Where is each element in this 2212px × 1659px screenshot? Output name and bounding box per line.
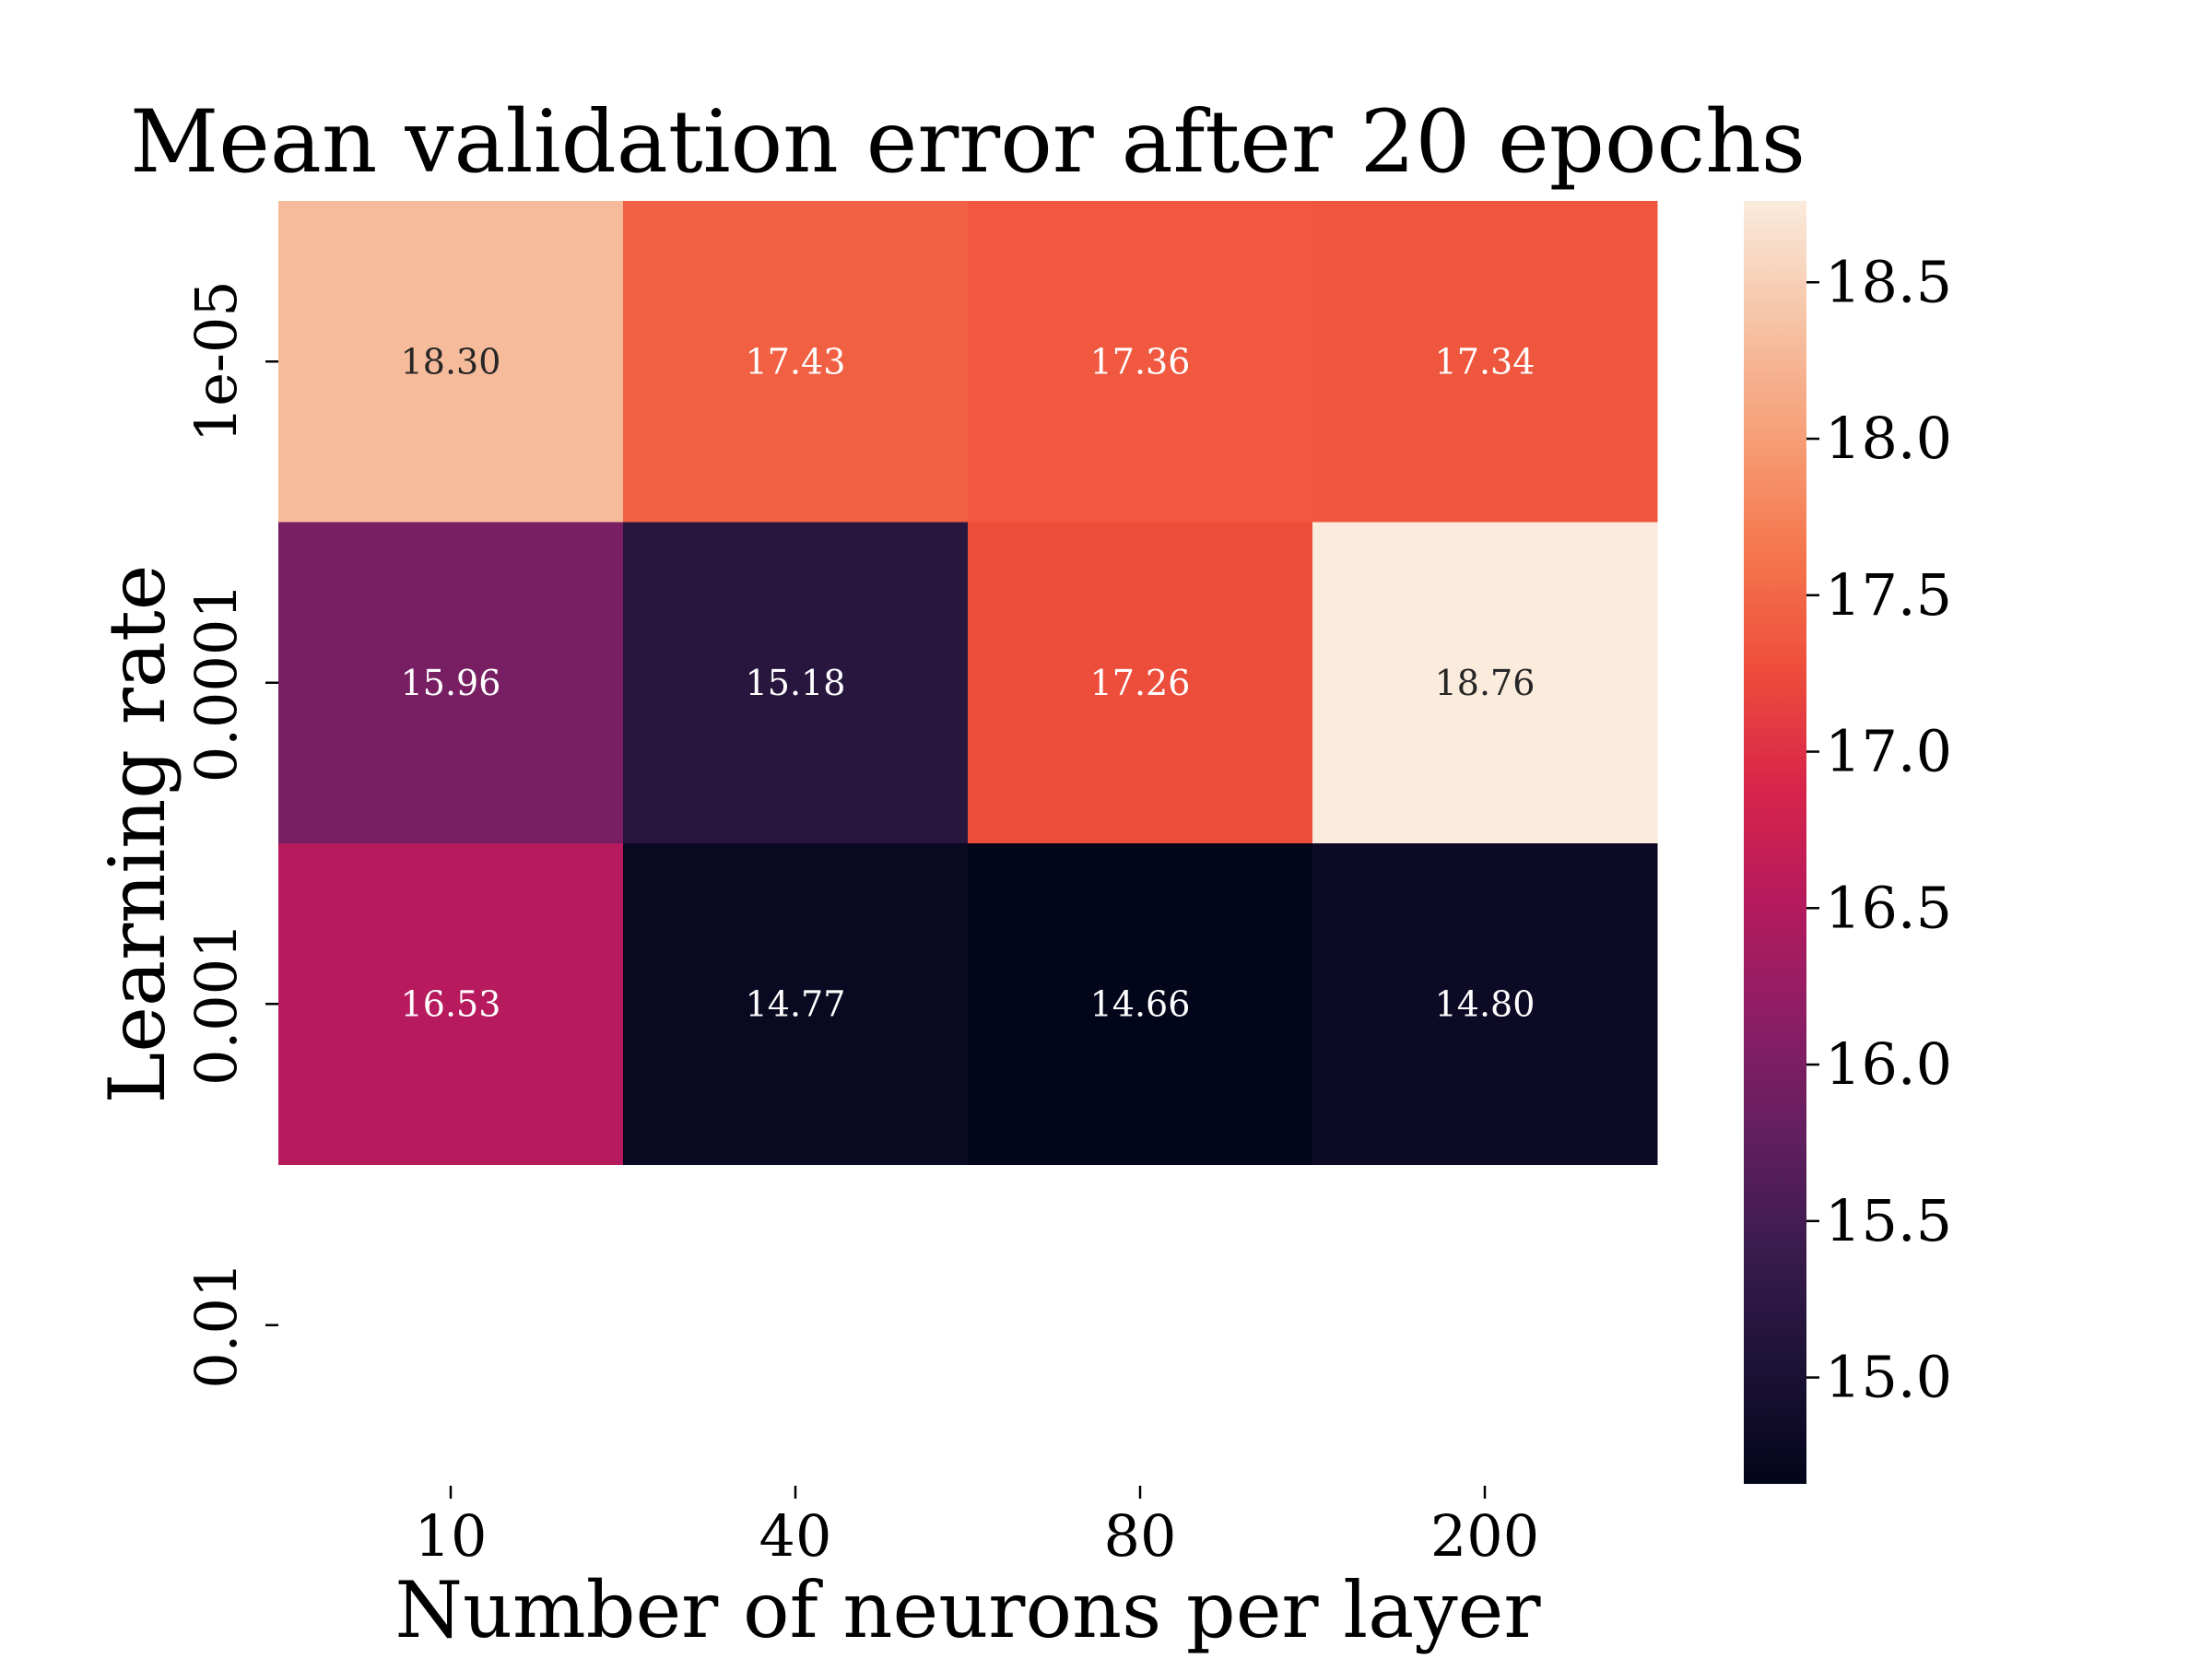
x-axis: 10 40 80 200 — [415, 1486, 1539, 1570]
colorbar — [1744, 201, 1806, 1484]
heatmap-cell — [623, 522, 969, 844]
heatmap-cell — [278, 843, 624, 1165]
cell-value-label: 15.18 — [746, 663, 846, 703]
heatmap-cell — [623, 843, 969, 1165]
x-tick-label: 80 — [1104, 1502, 1177, 1570]
cell-value-label: 18.76 — [1435, 663, 1535, 703]
colorbar-tick-label: 15.5 — [1825, 1187, 1952, 1254]
cell-value-label: 16.53 — [401, 983, 501, 1024]
y-axis: 1e-05 0.0001 0.001 0.01 — [182, 280, 278, 1389]
y-tick-label: 0.01 — [182, 1262, 250, 1389]
colorbar-tick-label: 16.5 — [1825, 874, 1952, 941]
colorbar-ticks: 15.0 15.5 16.0 16.5 17.0 17.5 18.0 18.5 — [1806, 248, 1952, 1411]
heatmap-cell — [1312, 201, 1658, 523]
cell-value-label: 17.26 — [1090, 663, 1191, 703]
colorbar-tick-label: 15.0 — [1825, 1344, 1952, 1411]
colorbar-tick-label: 17.5 — [1825, 561, 1952, 629]
cell-value-label: 17.34 — [1435, 341, 1535, 382]
y-tick-label: 0.001 — [182, 923, 250, 1087]
heatmap-cell — [968, 201, 1313, 523]
chart-title: Mean validation error after 20 epochs — [130, 92, 1806, 193]
x-axis-label: Number of neurons per layer — [394, 1565, 1541, 1655]
heatmap-cell — [968, 522, 1313, 844]
cell-value-label: 18.30 — [401, 341, 501, 382]
cell-value-label: 15.96 — [401, 663, 501, 703]
cell-value-label: 14.66 — [1090, 983, 1191, 1024]
colorbar-tick-label: 18.5 — [1825, 248, 1952, 315]
heatmap-cell — [1312, 522, 1658, 844]
cell-value-label: 17.36 — [1090, 341, 1191, 382]
cell-value-label: 17.43 — [746, 341, 846, 382]
y-axis-label: Learning rate — [92, 565, 182, 1104]
heatmap-cell — [968, 843, 1313, 1165]
colorbar-tick-label: 17.0 — [1825, 718, 1952, 785]
y-tick-label: 0.0001 — [182, 582, 250, 782]
x-tick-label: 40 — [759, 1502, 832, 1570]
heatmap-cell — [1312, 843, 1658, 1165]
x-tick-label: 200 — [1430, 1502, 1539, 1570]
colorbar-tick-label: 16.0 — [1825, 1030, 1952, 1098]
cell-value-label: 14.80 — [1435, 983, 1535, 1024]
cell-value-label: 14.77 — [746, 983, 846, 1024]
heatmap-cell — [278, 522, 624, 844]
colorbar-tick-label: 18.0 — [1825, 405, 1952, 472]
heatmap-cell — [623, 201, 969, 523]
heatmap-cell — [278, 201, 624, 523]
heatmap-cell-labels: 18.30 17.43 17.36 17.34 15.96 15.18 17.26 18.76… — [401, 341, 1535, 1024]
heatmap-cells — [278, 201, 1658, 1165]
y-tick-label: 1e-05 — [182, 280, 250, 442]
x-tick-label: 10 — [415, 1502, 488, 1570]
